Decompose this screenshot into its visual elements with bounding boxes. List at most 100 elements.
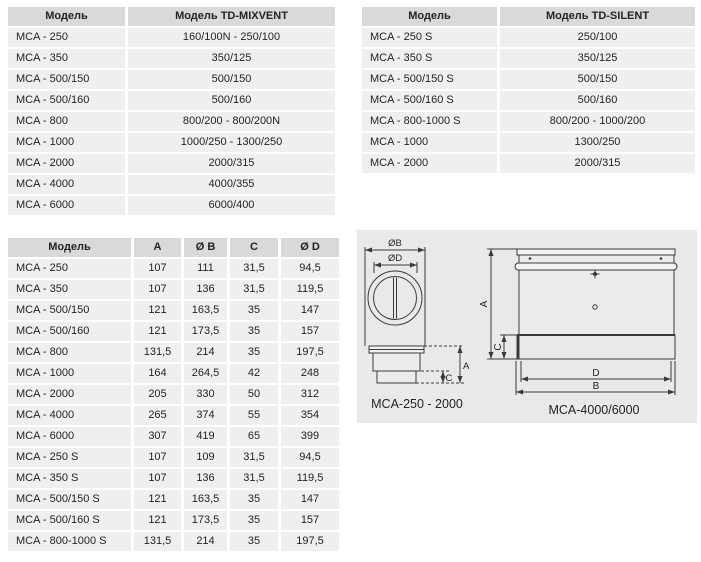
dim-d-cell: 94,5 xyxy=(281,259,339,278)
dim-c-cell: 31,5 xyxy=(230,448,278,467)
dim-d-cell: 197,5 xyxy=(281,532,339,551)
side-view-drawing: A C D B MCA-4000/6000 xyxy=(479,248,678,417)
dim-c-cell: 50 xyxy=(230,385,278,404)
dimensions-table: Модель A Ø B C Ø D MCA - 250 107 111 31,… xyxy=(8,238,339,551)
value-cell: 500/160 xyxy=(128,91,335,110)
model-cell: MCA - 250 xyxy=(8,259,131,278)
dim-a-cell: 121 xyxy=(134,511,181,530)
model-cell: MCA - 2000 xyxy=(8,154,125,173)
model-cell: MCA - 250 S xyxy=(362,28,497,47)
value-cell: 500/150 xyxy=(500,70,695,89)
dim-c-cell: 65 xyxy=(230,427,278,446)
hole-icon xyxy=(592,304,598,310)
dim-b-cell: 214 xyxy=(184,343,227,362)
dim-c-cell: 35 xyxy=(230,343,278,362)
dim-d-cell: 147 xyxy=(281,490,339,509)
dim-a-cell: 121 xyxy=(134,301,181,320)
model-cell: MCA - 350 S xyxy=(362,49,497,68)
dim-a-cell: 265 xyxy=(134,406,181,425)
model-cell: MCA - 1000 xyxy=(8,364,131,383)
column-header: Ø B xyxy=(184,238,227,257)
dim-c-cell: 35 xyxy=(230,532,278,551)
dim-d-cell: 312 xyxy=(281,385,339,404)
dim-c-cell: 42 xyxy=(230,364,278,383)
dim-label-a2: A xyxy=(479,300,490,307)
column-header: C xyxy=(230,238,278,257)
model-cell: MCA - 250 xyxy=(8,28,125,47)
dim-b-cell: 111 xyxy=(184,259,227,278)
model-cell: MCA - 1000 xyxy=(362,133,497,152)
model-cell: MCA - 2000 xyxy=(362,154,497,173)
dim-a-cell: 121 xyxy=(134,490,181,509)
damper-section xyxy=(516,334,676,360)
value-cell: 500/160 xyxy=(500,91,695,110)
side-spigot xyxy=(376,370,417,384)
dim-d-cell: 248 xyxy=(281,364,339,383)
dim-b-cell: 163,5 xyxy=(184,301,227,320)
dim-b-cell: 214 xyxy=(184,532,227,551)
dim-a-cell: 131,5 xyxy=(134,343,181,362)
dim-label-c2: C xyxy=(493,343,504,350)
damper-outer-circle xyxy=(367,270,423,326)
dim-label-c: C xyxy=(446,373,453,384)
dim-a-cell: 205 xyxy=(134,385,181,404)
column-header: Модель xyxy=(8,238,131,257)
screw-dot xyxy=(659,257,663,260)
model-cell: MCA - 4000 xyxy=(8,175,125,194)
model-cell: MCA - 500/160 xyxy=(8,322,131,341)
column-header: A xyxy=(134,238,181,257)
dim-d-cell: 119,5 xyxy=(281,469,339,488)
value-cell: 250/100 xyxy=(500,28,695,47)
value-cell: 800/200 - 1000/200 xyxy=(500,112,695,131)
damper-blade-axis xyxy=(393,277,397,319)
model-cell: MCA - 350 xyxy=(8,49,125,68)
side-view-label: MCA-4000/6000 xyxy=(548,403,639,417)
model-cell: MCA - 350 S xyxy=(8,469,131,488)
model-cell: MCA - 500/150 xyxy=(8,70,125,89)
value-cell: 4000/355 xyxy=(128,175,335,194)
side-body xyxy=(372,352,421,372)
dim-b-cell: 173,5 xyxy=(184,511,227,530)
dim-b-cell: 136 xyxy=(184,469,227,488)
dim-label-d2: D xyxy=(592,368,599,379)
mixvent-table: Модель Модель TD-MIXVENT MCA - 250 160/1… xyxy=(8,7,335,215)
column-header: Модель xyxy=(362,7,497,26)
model-cell: MCA - 800 xyxy=(8,343,131,362)
dimensions-diagram: ØB ØD A C MCA-250 - 2000 xyxy=(357,230,697,423)
dimensions-drawing: ØB ØD A C MCA-250 - 2000 xyxy=(364,238,678,417)
dim-a-cell: 121 xyxy=(134,322,181,341)
dim-d-cell: 354 xyxy=(281,406,339,425)
dim-c-cell: 31,5 xyxy=(230,259,278,278)
dim-c-cell: 35 xyxy=(230,490,278,509)
model-cell: MCA - 500/160 S xyxy=(8,511,131,530)
model-cell: MCA - 500/160 xyxy=(8,91,125,110)
value-cell: 350/125 xyxy=(128,49,335,68)
model-cell: MCA - 500/150 xyxy=(8,301,131,320)
dim-d-cell: 119,5 xyxy=(281,280,339,299)
dim-c-cell: 31,5 xyxy=(230,469,278,488)
dim-c-cell: 35 xyxy=(230,301,278,320)
model-cell: MCA - 350 xyxy=(8,280,131,299)
unit-flange xyxy=(516,248,676,256)
dim-b-cell: 419 xyxy=(184,427,227,446)
column-header: Модель TD-MIXVENT xyxy=(128,7,335,26)
value-cell: 160/100N - 250/100 xyxy=(128,28,335,47)
model-cell: MCA - 1000 xyxy=(8,133,125,152)
dim-a-cell: 164 xyxy=(134,364,181,383)
front-view-label: MCA-250 - 2000 xyxy=(371,397,463,411)
model-cell: MCA - 4000 xyxy=(8,406,131,425)
model-cell: MCA - 250 S xyxy=(8,448,131,467)
dim-d-cell: 157 xyxy=(281,511,339,530)
dim-b-cell: 109 xyxy=(184,448,227,467)
value-cell: 1000/250 - 1300/250 xyxy=(128,133,335,152)
dim-b-cell: 163,5 xyxy=(184,490,227,509)
dim-d-cell: 94,5 xyxy=(281,448,339,467)
column-header: Ø D xyxy=(281,238,339,257)
value-cell: 2000/315 xyxy=(500,154,695,173)
dim-b-cell: 374 xyxy=(184,406,227,425)
dim-d-cell: 399 xyxy=(281,427,339,446)
column-header: Модель xyxy=(8,7,125,26)
value-cell: 2000/315 xyxy=(128,154,335,173)
dim-a-cell: 107 xyxy=(134,280,181,299)
value-cell: 1300/250 xyxy=(500,133,695,152)
